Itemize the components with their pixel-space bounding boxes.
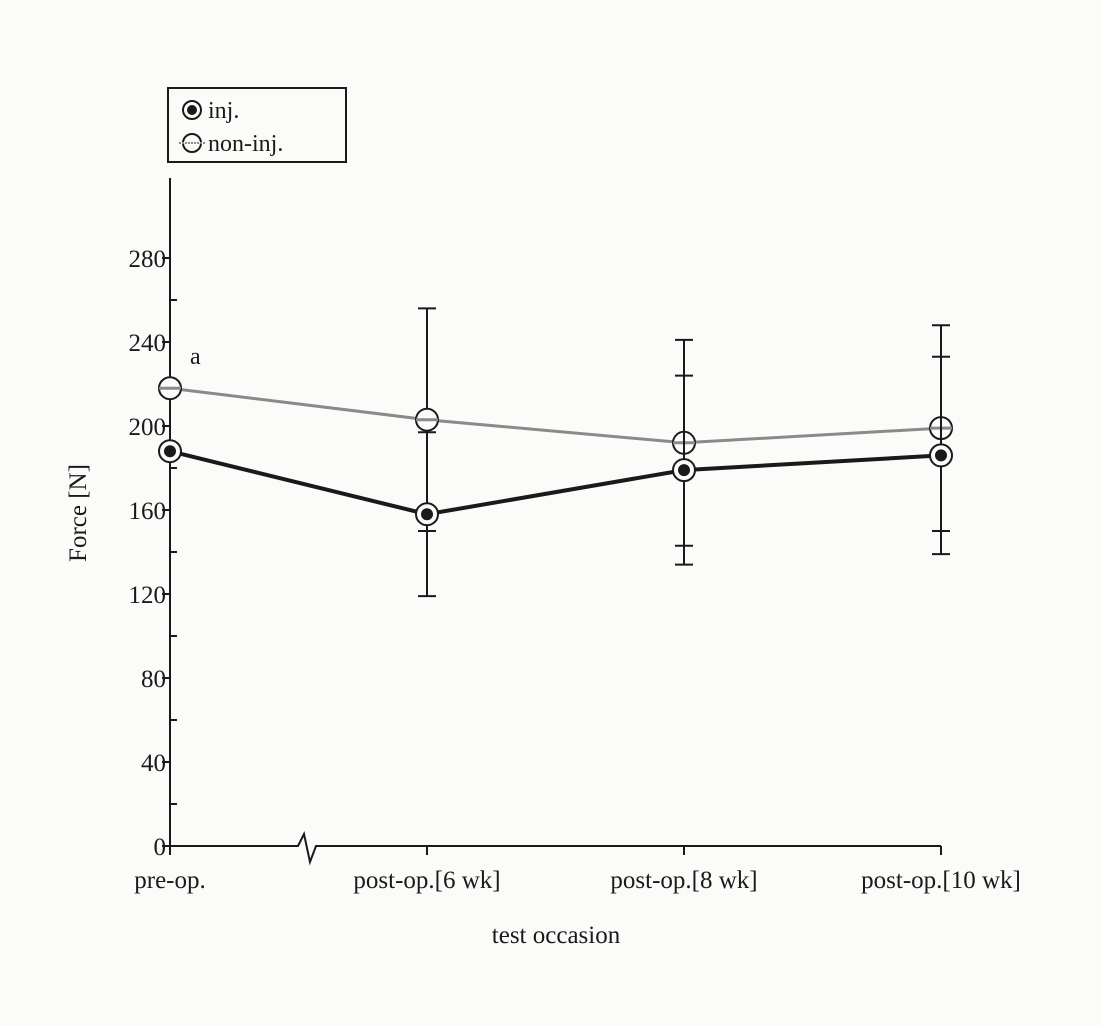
y-axis-title: Force [N] xyxy=(65,464,92,562)
y-tick-label: 200 xyxy=(129,414,167,441)
y-tick-label: 0 xyxy=(154,834,167,861)
y-tick-label: 160 xyxy=(129,498,167,525)
y-tick-label: 280 xyxy=(129,246,167,273)
y-axis: 0 40 80 120 160 200 240 280 xyxy=(129,178,177,861)
x-axis-title: test occasion xyxy=(492,922,621,949)
y-tick-label: 40 xyxy=(141,750,166,777)
series-line xyxy=(169,386,942,445)
x-tick-label: post-op.[6 wk] xyxy=(353,867,500,894)
series-line xyxy=(169,449,942,517)
legend-marker-inj-dot xyxy=(187,105,197,115)
x-tick-label: post-op.[10 wk] xyxy=(861,867,1021,894)
plot-area: a xyxy=(158,307,953,598)
data-point-dot xyxy=(421,508,433,521)
y-tick-label: 80 xyxy=(141,666,166,693)
x-axis-line xyxy=(170,831,941,866)
x-axis: pre-op. post-op.[6 wk] post-op.[8 wk] post-… xyxy=(134,831,1021,894)
legend-item-inj: inj. xyxy=(182,98,239,124)
series-non-inj xyxy=(158,307,953,547)
legend: inj. non-inj. xyxy=(167,87,347,163)
y-tick-label: 120 xyxy=(129,582,167,609)
legend-label-inj: inj. xyxy=(208,98,239,124)
data-point-dot xyxy=(678,464,690,477)
x-tick-label: pre-op. xyxy=(134,867,206,894)
data-point-dot xyxy=(935,449,947,462)
series-inj xyxy=(158,355,953,598)
legend-label-non-inj: non-inj. xyxy=(208,131,283,157)
y-tick-label: 240 xyxy=(129,330,167,357)
data-point-dot xyxy=(164,445,176,458)
x-tick-label: post-op.[8 wk] xyxy=(610,867,757,894)
legend-item-non-inj: non-inj. xyxy=(179,131,283,157)
annotation-label: a xyxy=(190,344,201,370)
